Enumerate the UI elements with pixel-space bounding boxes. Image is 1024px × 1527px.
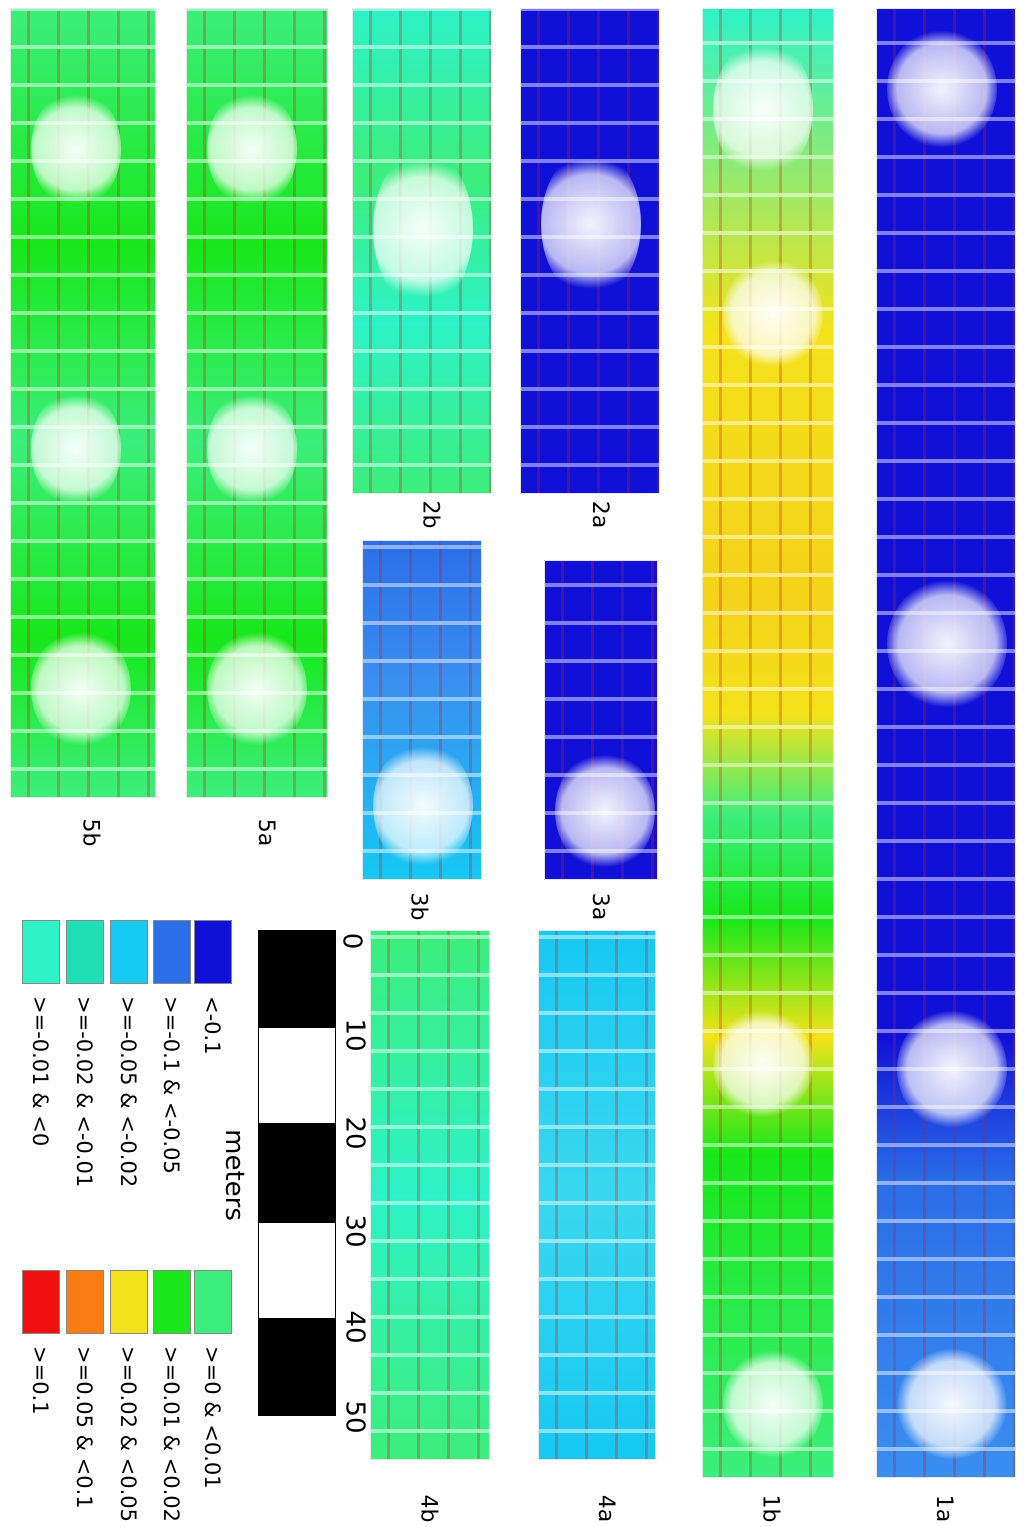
legend-label: >=0.05 & <0.1: [72, 1346, 96, 1509]
scale-tick-10: 10: [339, 1018, 370, 1052]
panel-4b-image: [370, 930, 490, 1460]
panel-label-2b: 2b: [417, 500, 443, 529]
panel-2b-image: [352, 8, 492, 494]
panel-5b-tree: [31, 629, 131, 749]
panel-1a-tree: [897, 1349, 1007, 1459]
panel-1a-tree: [887, 29, 997, 149]
panel-label-5b: 5b: [77, 818, 103, 847]
panel-3a-image: [544, 560, 658, 880]
scale-tick-0: 0: [336, 932, 367, 950]
panel-1a-windows: [877, 9, 1015, 1477]
panel-2a-image: [520, 8, 660, 494]
scale-bar: [258, 930, 336, 1417]
panel-1b-image: [702, 8, 834, 1478]
panel-2a-tree: [541, 149, 641, 299]
panel-1a-tree: [887, 579, 1007, 709]
legend-label: >=-0.1 & <-0.05: [159, 996, 183, 1174]
scale-tick-40: 40: [339, 1310, 370, 1344]
legend-label: >=-0.01 & <0: [28, 996, 52, 1147]
panel-1a-image: [876, 8, 1016, 1478]
panel-5a-image: [186, 8, 328, 798]
legend-swatch: [194, 920, 232, 984]
panel-1b-tree: [713, 39, 813, 179]
panel-4a-image: [538, 930, 656, 1460]
scale-unit-label: meters: [218, 1129, 249, 1221]
legend-swatch: [66, 920, 104, 984]
panel-label-1a: 1a: [931, 1494, 957, 1523]
panel-label-4a: 4a: [593, 1494, 619, 1523]
legend-label: >=0.1: [28, 1346, 52, 1415]
panel-label-1b: 1b: [757, 1494, 783, 1523]
panel-3a-tree: [555, 751, 655, 871]
panel-4b-windows: [371, 931, 489, 1459]
legend-label: >=0 & <0.01: [200, 1346, 224, 1489]
panel-5b-tree: [31, 89, 121, 209]
legend-label: >=-0.05 & <-0.02: [116, 996, 140, 1188]
scale-tick-50: 50: [339, 1400, 370, 1434]
panel-label-3a: 3a: [587, 892, 613, 921]
panel-label-2a: 2a: [587, 500, 613, 529]
scale-tick-20: 20: [339, 1116, 370, 1150]
legend-swatch: [66, 1270, 104, 1334]
legend-swatch: [110, 1270, 148, 1334]
panel-5a-tree: [207, 389, 297, 509]
legend-label: >=-0.02 & <-0.01: [72, 996, 96, 1188]
panel-2b-tree: [373, 149, 473, 309]
legend-label: >=0.01 & <0.02: [159, 1346, 183, 1523]
panel-4a-windows: [539, 931, 655, 1459]
legend-swatch: [153, 920, 191, 984]
legend-swatch: [110, 920, 148, 984]
panel-5a-tree: [207, 629, 307, 749]
legend-swatch: [22, 920, 60, 984]
panel-5b-image: [10, 8, 156, 798]
panel-1b-tree: [723, 259, 823, 369]
panel-5b-tree: [31, 389, 121, 509]
panel-3b-image: [362, 540, 482, 880]
legend-swatch: [22, 1270, 60, 1334]
legend-label: >=0.02 & <0.05: [116, 1346, 140, 1523]
legend-swatch: [153, 1270, 191, 1334]
panel-1b-tree: [713, 1009, 813, 1119]
panel-label-3b: 3b: [405, 892, 431, 921]
panel-1b-tree: [723, 1349, 823, 1459]
panel-3b-tree: [373, 741, 473, 871]
panel-label-5a: 5a: [253, 818, 279, 847]
legend-label: <-0.1: [200, 996, 224, 1055]
legend-swatch: [194, 1270, 232, 1334]
panel-5a-tree: [207, 89, 297, 209]
panel-label-4b: 4b: [415, 1494, 441, 1523]
scale-tick-30: 30: [339, 1214, 370, 1248]
panel-1b-windows: [703, 9, 833, 1477]
panel-1a-tree: [897, 1009, 1007, 1129]
